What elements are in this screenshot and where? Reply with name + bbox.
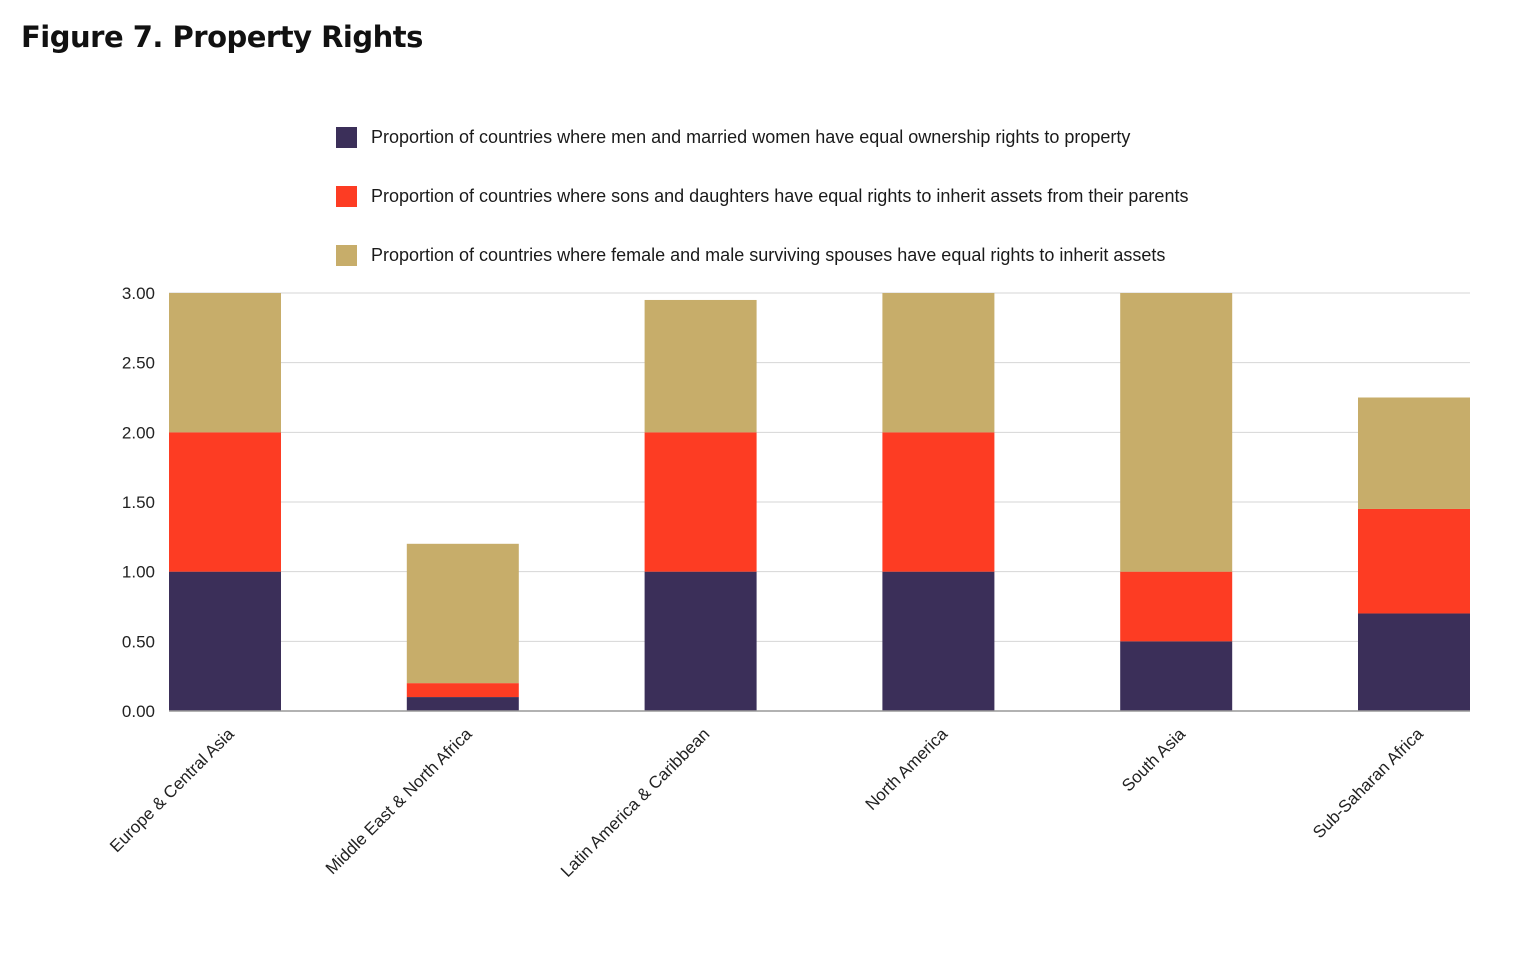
y-tick-label: 0.00: [122, 702, 155, 721]
legend-label: Proportion of countries where sons and d…: [371, 185, 1189, 206]
bar-segment: [1120, 641, 1233, 711]
bar-segment: [406, 543, 519, 684]
x-tick-label: Middle East & North Africa: [322, 724, 476, 878]
legend-swatch: [336, 185, 357, 207]
y-tick-label: 2.50: [122, 354, 155, 373]
bar-segment: [644, 432, 757, 572]
legend-label: Proportion of countries where men and ma…: [371, 126, 1131, 147]
bar-segment: [644, 299, 757, 433]
x-tick-label: Sub-Saharan Africa: [1309, 724, 1427, 842]
bar-segment: [1120, 293, 1233, 572]
chart-legend: Proportion of countries where men and ma…: [336, 124, 1188, 268]
legend-item: Proportion of countries where sons and d…: [336, 183, 1188, 209]
x-tick-label: North America: [862, 724, 952, 814]
x-tick-label: Latin America & Caribbean: [557, 724, 713, 880]
legend-item: Proportion of countries where female and…: [336, 242, 1188, 268]
y-tick-label: 1.50: [122, 493, 155, 512]
x-tick-label: South Asia: [1118, 724, 1189, 795]
y-tick-label: 0.50: [122, 632, 155, 651]
bar-segment: [882, 432, 995, 572]
bar-segment: [406, 683, 519, 698]
legend-label: Proportion of countries where female and…: [371, 244, 1166, 265]
bar-segment: [169, 432, 281, 572]
x-tick-label: Europe & Central Asia: [106, 724, 238, 856]
y-tick-label: 3.00: [122, 284, 155, 303]
bar-segment: [169, 293, 281, 433]
bar-segment: [169, 571, 281, 711]
bar-segment: [1120, 571, 1233, 642]
bar-segment: [882, 571, 995, 711]
y-tick-label: 1.00: [122, 563, 155, 582]
bar-segment: [644, 571, 757, 711]
y-tick-label: 2.00: [122, 423, 155, 442]
bar-segment: [406, 697, 519, 711]
bar-segment: [882, 293, 995, 433]
bar-segment: [1358, 508, 1470, 614]
figure-title: Figure 7. Property Rights: [21, 20, 423, 54]
legend-swatch: [336, 126, 357, 148]
legend-item: Proportion of countries where men and ma…: [336, 124, 1188, 150]
bar-segment: [1358, 397, 1470, 509]
legend-swatch: [336, 244, 357, 266]
bar-segment: [1358, 613, 1470, 711]
